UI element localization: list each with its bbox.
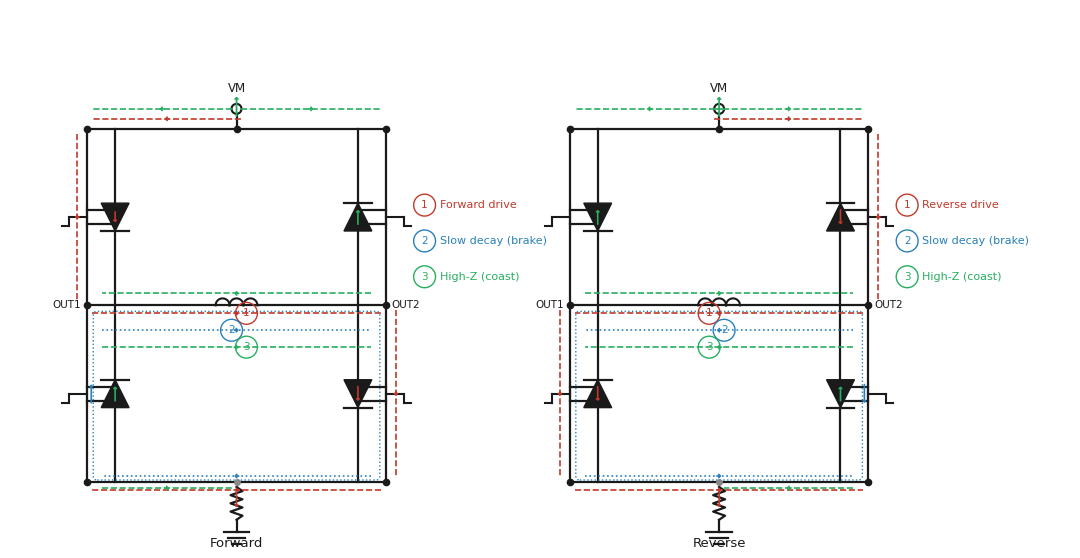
Polygon shape bbox=[584, 203, 611, 231]
Polygon shape bbox=[345, 203, 372, 231]
Polygon shape bbox=[826, 380, 854, 407]
Polygon shape bbox=[826, 203, 854, 231]
Text: 1: 1 bbox=[706, 309, 713, 318]
Text: OUT2: OUT2 bbox=[392, 300, 420, 310]
Text: High-Z (coast): High-Z (coast) bbox=[440, 272, 519, 282]
Text: 3: 3 bbox=[421, 272, 428, 282]
Polygon shape bbox=[584, 380, 611, 407]
Text: Reverse: Reverse bbox=[692, 537, 746, 550]
Text: 3: 3 bbox=[243, 342, 249, 352]
Text: 2: 2 bbox=[228, 325, 234, 335]
Text: OUT2: OUT2 bbox=[875, 300, 903, 310]
Polygon shape bbox=[345, 380, 372, 407]
Text: VM: VM bbox=[228, 82, 245, 95]
Text: Forward: Forward bbox=[210, 537, 264, 550]
Text: 1: 1 bbox=[243, 309, 249, 318]
Text: 1: 1 bbox=[421, 200, 428, 210]
Text: Slow decay (brake): Slow decay (brake) bbox=[922, 236, 1029, 246]
Text: Forward drive: Forward drive bbox=[440, 200, 516, 210]
Text: 3: 3 bbox=[904, 272, 910, 282]
Text: 1: 1 bbox=[904, 200, 910, 210]
Text: Slow decay (brake): Slow decay (brake) bbox=[440, 236, 546, 246]
Text: 2: 2 bbox=[904, 236, 910, 246]
Text: High-Z (coast): High-Z (coast) bbox=[922, 272, 1001, 282]
Text: OUT1: OUT1 bbox=[536, 300, 564, 310]
Text: 2: 2 bbox=[421, 236, 428, 246]
Text: OUT1: OUT1 bbox=[53, 300, 81, 310]
Text: VM: VM bbox=[710, 82, 728, 95]
Text: 2: 2 bbox=[720, 325, 728, 335]
Text: Reverse drive: Reverse drive bbox=[922, 200, 999, 210]
Polygon shape bbox=[102, 380, 129, 407]
Polygon shape bbox=[102, 203, 129, 231]
Text: 3: 3 bbox=[706, 342, 713, 352]
